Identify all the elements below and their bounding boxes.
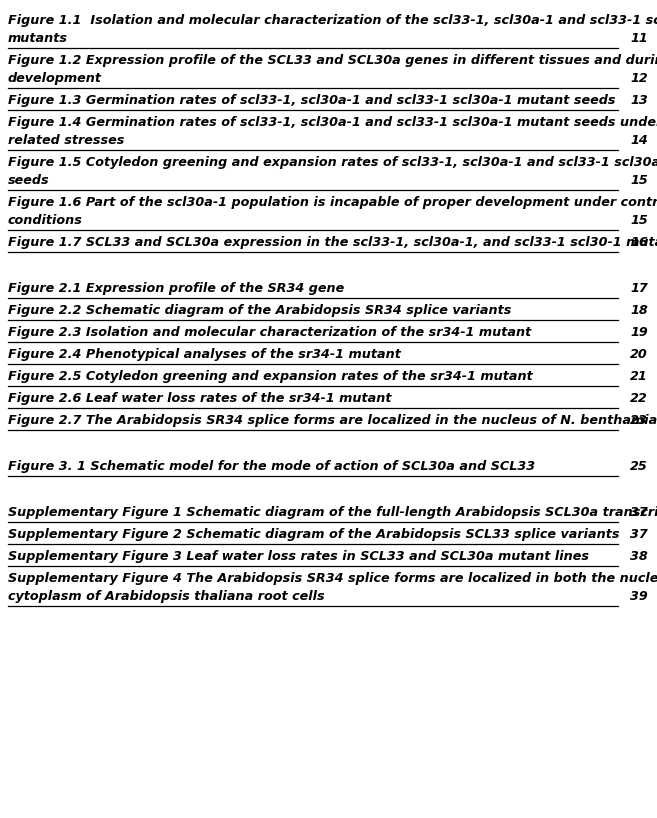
- Text: Figure 1.2 Expression profile of the SCL33 and SCL30a genes in different tissues: Figure 1.2 Expression profile of the SCL…: [8, 54, 657, 67]
- Text: Figure 2.1 Expression profile of the SR34 gene: Figure 2.1 Expression profile of the SR3…: [8, 282, 344, 295]
- Text: Supplementary Figure 3 Leaf water loss rates in SCL33 and SCL30a mutant lines: Supplementary Figure 3 Leaf water loss r…: [8, 550, 589, 563]
- Text: Figure 2.2 Schematic diagram of the Arabidopsis SR34 splice variants: Figure 2.2 Schematic diagram of the Arab…: [8, 304, 511, 317]
- Text: 23: 23: [630, 414, 648, 427]
- Text: 17: 17: [630, 282, 648, 295]
- Text: mutants: mutants: [8, 32, 68, 45]
- Text: 12: 12: [630, 72, 648, 85]
- Text: 39: 39: [630, 590, 648, 603]
- Text: 11: 11: [630, 32, 648, 45]
- Text: 20: 20: [630, 348, 648, 361]
- Text: Figure 1.6 Part of the scl30a-1 population is incapable of proper development un: Figure 1.6 Part of the scl30a-1 populati…: [8, 196, 657, 209]
- Text: Figure 3. 1 Schematic model for the mode of action of SCL30a and SCL33: Figure 3. 1 Schematic model for the mode…: [8, 460, 535, 473]
- Text: Supplementary Figure 4 The Arabidopsis SR34 splice forms are localized in both t: Supplementary Figure 4 The Arabidopsis S…: [8, 572, 657, 585]
- Text: 15: 15: [630, 174, 648, 187]
- Text: 19: 19: [630, 326, 648, 339]
- Text: Figure 2.7 The Arabidopsis SR34 splice forms are localized in the nucleus of N. : Figure 2.7 The Arabidopsis SR34 splice f…: [8, 414, 657, 427]
- Text: 37: 37: [630, 506, 648, 519]
- Text: 13: 13: [630, 94, 648, 107]
- Text: 21: 21: [630, 370, 648, 383]
- Text: Supplementary Figure 1 Schematic diagram of the full-length Arabidopsis SCL30a t: Supplementary Figure 1 Schematic diagram…: [8, 506, 657, 519]
- Text: development: development: [8, 72, 102, 85]
- Text: Supplementary Figure 2 Schematic diagram of the Arabidopsis SCL33 splice variant: Supplementary Figure 2 Schematic diagram…: [8, 528, 620, 541]
- Text: 38: 38: [630, 550, 648, 563]
- Text: Figure 2.3 Isolation and molecular characterization of the sr34-1 mutant: Figure 2.3 Isolation and molecular chara…: [8, 326, 532, 339]
- Text: 16: 16: [630, 236, 648, 249]
- Text: Figure 1.1  Isolation and molecular characterization of the scl33-1, scl30a-1 an: Figure 1.1 Isolation and molecular chara…: [8, 14, 657, 27]
- Text: related stresses: related stresses: [8, 134, 124, 147]
- Text: Figure 2.5 Cotyledon greening and expansion rates of the sr34-1 mutant: Figure 2.5 Cotyledon greening and expans…: [8, 370, 533, 383]
- Text: Figure 1.7 SCL33 and SCL30a expression in the scl33-1, scl30a-1, and scl33-1 scl: Figure 1.7 SCL33 and SCL30a expression i…: [8, 236, 657, 249]
- Text: Figure 1.4 Germination rates of scl33-1, scl30a-1 and scl33-1 scl30a-1 mutant se: Figure 1.4 Germination rates of scl33-1,…: [8, 116, 657, 129]
- Text: 25: 25: [630, 460, 648, 473]
- Text: 14: 14: [630, 134, 648, 147]
- Text: 37: 37: [630, 528, 648, 541]
- Text: 18: 18: [630, 304, 648, 317]
- Text: seeds: seeds: [8, 174, 50, 187]
- Text: Figure 2.6 Leaf water loss rates of the sr34-1 mutant: Figure 2.6 Leaf water loss rates of the …: [8, 392, 392, 405]
- Text: 22: 22: [630, 392, 648, 405]
- Text: cytoplasm of Arabidopsis thaliana root cells: cytoplasm of Arabidopsis thaliana root c…: [8, 590, 325, 603]
- Text: Figure 1.3 Germination rates of scl33-1, scl30a-1 and scl33-1 scl30a-1 mutant se: Figure 1.3 Germination rates of scl33-1,…: [8, 94, 616, 107]
- Text: 15: 15: [630, 214, 648, 227]
- Text: Figure 2.4 Phenotypical analyses of the sr34-1 mutant: Figure 2.4 Phenotypical analyses of the …: [8, 348, 401, 361]
- Text: Figure 1.5 Cotyledon greening and expansion rates of scl33-1, scl30a-1 and scl33: Figure 1.5 Cotyledon greening and expans…: [8, 156, 657, 169]
- Text: conditions: conditions: [8, 214, 83, 227]
